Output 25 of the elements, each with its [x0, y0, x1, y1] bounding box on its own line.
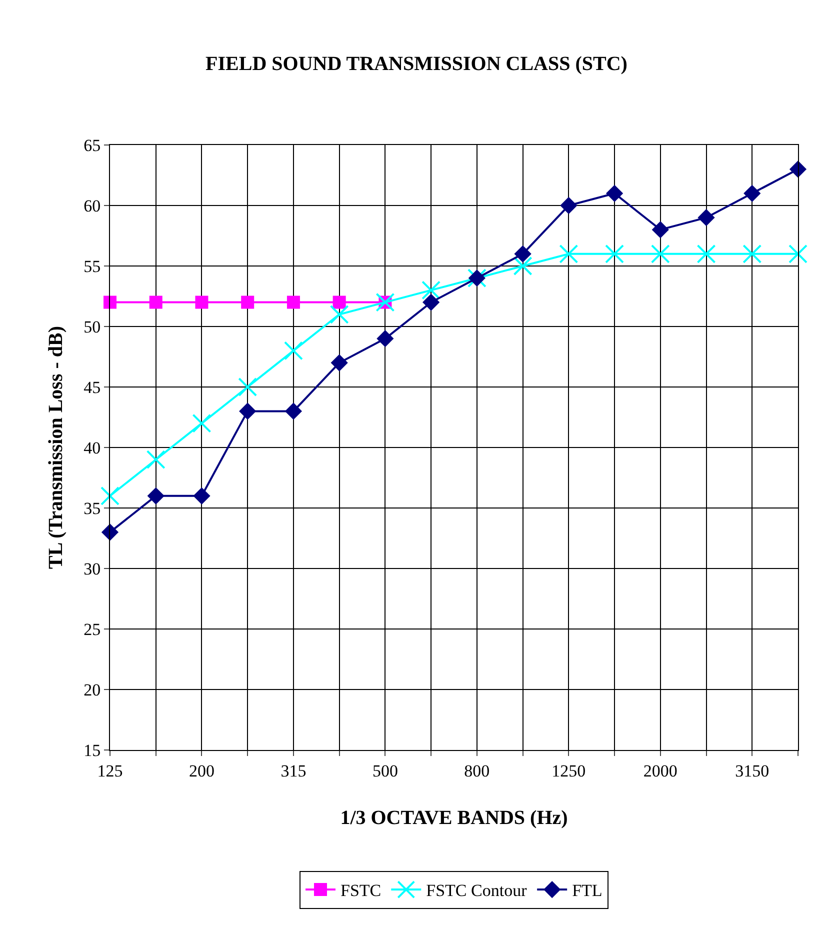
y-tick-label: 35	[84, 498, 101, 518]
x-axis-title: 1/3 OCTAVE BANDS (Hz)	[340, 806, 568, 829]
x-tick-label: 315	[280, 761, 306, 780]
x-tick-label: 200	[188, 761, 214, 780]
x-tick-label: 125	[97, 761, 123, 780]
y-tick-label: 60	[84, 196, 101, 216]
y-tick-label: 50	[84, 317, 101, 336]
x-tick-label: 2000	[643, 761, 678, 780]
x-tick-label: 1250	[552, 761, 586, 780]
y-tick-label: 15	[84, 740, 101, 760]
y-tick-label: 20	[84, 680, 101, 700]
y-tick-label: 25	[84, 620, 101, 639]
x-tick-label: 3150	[735, 761, 770, 780]
legend-label: FTL	[572, 881, 602, 900]
y-tick-label: 45	[84, 378, 101, 397]
y-tick-label: 65	[84, 136, 101, 155]
legend-label: FSTC Contour	[426, 881, 528, 900]
legend-label: FSTC	[340, 881, 382, 900]
chart-title: FIELD SOUND TRANSMISSION CLASS (STC)	[206, 52, 628, 75]
y-tick-label: 55	[84, 256, 101, 276]
y-axis-title: TL (Transmission Loss - dB)	[45, 326, 68, 570]
y-tick-label: 30	[84, 559, 101, 578]
y-tick-label: 40	[84, 438, 101, 458]
x-tick-label: 500	[372, 761, 398, 780]
x-tick-label: 800	[464, 761, 490, 780]
